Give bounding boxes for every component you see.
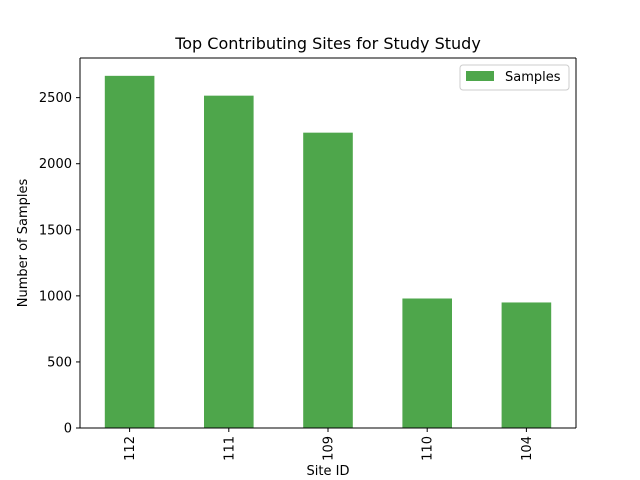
x-tick-label: 112	[123, 436, 138, 461]
x-tick-label: 111	[222, 436, 237, 461]
bar-site-111	[204, 95, 254, 429]
y-axis-label: Number of Samples	[16, 179, 31, 308]
bar-site-109	[303, 132, 353, 429]
bar-site-110	[402, 298, 452, 428]
bar-site-104	[501, 302, 552, 428]
x-tick-label: 110	[421, 436, 436, 461]
y-tick-label: 2000	[39, 157, 72, 172]
x-tick-label: 109	[322, 436, 337, 461]
y-tick-label: 500	[47, 355, 72, 370]
y-tick-label: 1500	[39, 223, 72, 238]
bars-group	[104, 75, 552, 429]
bar-site-112	[104, 75, 155, 428]
chart-title: Top Contributing Sites for Study Study	[174, 34, 481, 53]
y-ticks: 0 500 1000 1500 2000 2500	[39, 91, 80, 437]
x-axis-label: Site ID	[307, 464, 350, 479]
y-tick-label: 1000	[39, 289, 72, 304]
x-ticks: 112 111 109 110 104	[123, 428, 535, 461]
x-tick-label: 104	[520, 436, 535, 461]
y-tick-label: 0	[64, 422, 72, 437]
y-tick-label: 2500	[39, 91, 72, 106]
legend-label: Samples	[505, 70, 561, 85]
legend-swatch	[466, 71, 494, 81]
legend: Samples	[459, 64, 570, 91]
